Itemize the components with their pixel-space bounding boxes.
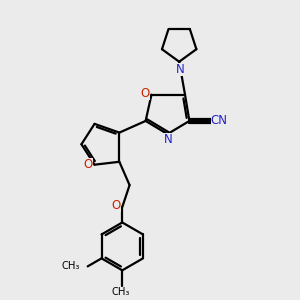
Text: CH₃: CH₃	[112, 286, 130, 297]
Text: O: O	[83, 158, 93, 171]
Text: O: O	[111, 199, 121, 212]
Text: O: O	[140, 87, 150, 100]
Text: CN: CN	[211, 114, 228, 127]
Text: CH₃: CH₃	[61, 261, 80, 272]
Text: N: N	[176, 63, 184, 76]
Text: N: N	[164, 133, 173, 146]
